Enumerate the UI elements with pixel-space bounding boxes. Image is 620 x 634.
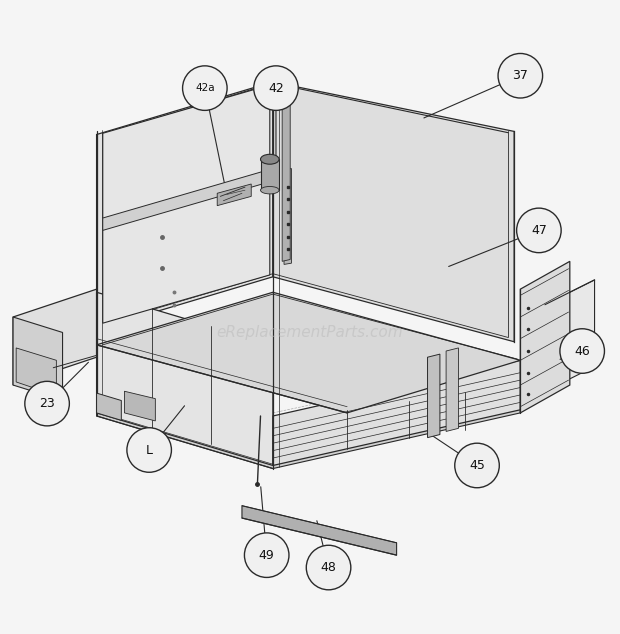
Circle shape bbox=[454, 443, 499, 488]
Polygon shape bbox=[273, 360, 520, 465]
Text: 23: 23 bbox=[39, 397, 55, 410]
Polygon shape bbox=[103, 85, 270, 323]
Polygon shape bbox=[428, 354, 440, 437]
Polygon shape bbox=[284, 169, 291, 264]
Polygon shape bbox=[97, 404, 520, 469]
Circle shape bbox=[498, 53, 542, 98]
Polygon shape bbox=[125, 391, 156, 421]
Text: 49: 49 bbox=[259, 548, 275, 562]
Text: 45: 45 bbox=[469, 459, 485, 472]
Polygon shape bbox=[13, 289, 97, 385]
Polygon shape bbox=[217, 184, 251, 205]
Polygon shape bbox=[242, 506, 397, 555]
Circle shape bbox=[516, 208, 561, 253]
Text: 42: 42 bbox=[268, 82, 284, 94]
Text: 48: 48 bbox=[321, 561, 337, 574]
Text: 47: 47 bbox=[531, 224, 547, 237]
Polygon shape bbox=[97, 82, 273, 330]
Bar bbox=[260, 159, 279, 190]
Polygon shape bbox=[273, 82, 514, 342]
Circle shape bbox=[25, 381, 69, 426]
Text: eReplacementParts.com: eReplacementParts.com bbox=[216, 325, 404, 340]
Polygon shape bbox=[13, 317, 63, 401]
Circle shape bbox=[560, 329, 604, 373]
Circle shape bbox=[127, 428, 172, 472]
Polygon shape bbox=[97, 292, 273, 465]
Circle shape bbox=[306, 545, 351, 590]
Circle shape bbox=[244, 533, 289, 578]
Ellipse shape bbox=[260, 154, 279, 164]
Circle shape bbox=[254, 66, 298, 110]
Polygon shape bbox=[520, 261, 570, 413]
Polygon shape bbox=[446, 348, 458, 432]
Ellipse shape bbox=[260, 186, 279, 194]
Text: 37: 37 bbox=[512, 69, 528, 82]
Polygon shape bbox=[97, 292, 520, 413]
Text: 46: 46 bbox=[574, 344, 590, 358]
Text: L: L bbox=[146, 444, 153, 456]
Polygon shape bbox=[545, 280, 595, 391]
Text: 42a: 42a bbox=[195, 83, 215, 93]
Polygon shape bbox=[282, 85, 290, 261]
Polygon shape bbox=[97, 393, 122, 420]
Polygon shape bbox=[16, 348, 56, 396]
Circle shape bbox=[182, 66, 227, 110]
Polygon shape bbox=[103, 169, 273, 230]
